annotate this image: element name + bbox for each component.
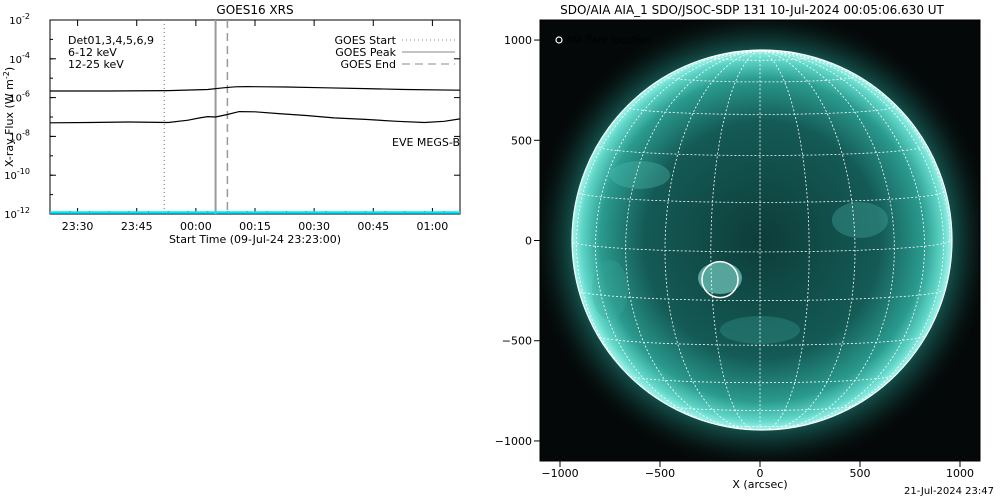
grid-meridian bbox=[759, 50, 925, 430]
legend-goes-peak: GOES Peak bbox=[335, 46, 396, 59]
grid-parallel bbox=[625, 106, 895, 115]
aia-legend-label: AIA flare location bbox=[566, 35, 651, 46]
goes-ytick-label-5: 10-12 bbox=[4, 206, 30, 221]
aia-heliographic-grid bbox=[572, 50, 951, 430]
grid-parallel bbox=[665, 404, 855, 411]
aia-corona bbox=[540, 20, 980, 461]
grid-parallel bbox=[712, 424, 808, 428]
goes-x-axis: 23:30 23:45 00:00 00:15 00:30 00:45 01:00 bbox=[49, 20, 449, 233]
aia-legend-symbol bbox=[555, 36, 563, 44]
aia-ytick-label-1: 500 bbox=[511, 134, 532, 147]
goes-ytick-label-0: 10-2 bbox=[9, 12, 30, 27]
grid-meridian bbox=[759, 50, 951, 241]
grid-parallel bbox=[710, 57, 810, 61]
goes-xtick-label-4: 00:30 bbox=[298, 220, 330, 233]
goes-y-axis-label: X-ray Flux (W m-2) bbox=[2, 67, 16, 167]
goes-series bbox=[49, 85, 461, 214]
aia-ytick-label-0: 1000 bbox=[504, 34, 532, 47]
legend-12-25kev: 12-25 keV bbox=[68, 58, 124, 71]
grid-parallel bbox=[576, 191, 944, 203]
aia-x-axis: −1000 −500 0 500 1000 bbox=[541, 461, 974, 480]
aia-x-axis-label: X (arcsec) bbox=[732, 478, 787, 491]
grid-parallel bbox=[626, 375, 894, 384]
goes-xtick-label-2: 00:00 bbox=[180, 220, 212, 233]
grid-parallel bbox=[595, 335, 925, 346]
grid-meridian bbox=[759, 50, 895, 430]
aia-xtick-label-1: −500 bbox=[645, 467, 675, 480]
legend-goes-start: GOES Start bbox=[335, 34, 397, 47]
grid-meridian bbox=[576, 50, 761, 425]
goes-chart-title: GOES16 XRS bbox=[216, 3, 293, 17]
goes-series-0 bbox=[50, 85, 461, 92]
aia-ytick-label-3: −500 bbox=[502, 335, 532, 348]
goes-xtick-label-6: 01:00 bbox=[417, 220, 449, 233]
grid-meridian bbox=[664, 50, 761, 430]
eve-label: EVE MEGS-B bbox=[392, 136, 460, 149]
grid-parallel bbox=[572, 240, 951, 253]
aia-xtick-label-2: 0 bbox=[757, 467, 764, 480]
grid-meridian bbox=[595, 50, 761, 430]
grid-meridian bbox=[572, 50, 761, 241]
goes-ytick-label-1: 10-4 bbox=[9, 51, 30, 66]
aia-xtick-label-0: −1000 bbox=[541, 467, 578, 480]
goes-xtick-label-0: 23:30 bbox=[62, 220, 94, 233]
aia-chart-title: SDO/AIA AIA_1 SDO/JSOC-SDP 131 10-Jul-20… bbox=[560, 3, 944, 17]
grid-meridian bbox=[759, 50, 944, 425]
aia-sun-disk bbox=[572, 50, 952, 430]
footer-timestamp: 21-Jul-2024 23:47 bbox=[903, 486, 994, 497]
grid-parallel bbox=[595, 145, 925, 156]
aia-plot-frame bbox=[539, 19, 981, 462]
grid-meridian bbox=[759, 50, 810, 430]
aia-image-background bbox=[540, 20, 980, 461]
aia-ytick-label-4: −1000 bbox=[495, 435, 532, 448]
aia-xtick-label-3: 500 bbox=[850, 467, 871, 480]
legend-goes-end: GOES End bbox=[340, 58, 396, 71]
aia-active-regions bbox=[592, 161, 888, 344]
goes-xtick-label-3: 00:15 bbox=[239, 220, 271, 233]
aia-limb-outline bbox=[571, 49, 953, 431]
aia-flare-location-marker bbox=[701, 260, 739, 299]
grid-parallel bbox=[664, 76, 856, 83]
goes-series-1 bbox=[49, 110, 461, 124]
aia-y-axis: 1000 500 0 −500 −1000 bbox=[495, 34, 540, 448]
grid-meridian bbox=[710, 50, 761, 430]
grid-parallel bbox=[576, 289, 944, 302]
goes-x-axis-label: Start Time (09-Jul-24 23:23:00) bbox=[169, 233, 341, 246]
aia-xtick-label-4: 1000 bbox=[946, 467, 974, 480]
goes-xtick-label-5: 00:45 bbox=[357, 220, 389, 233]
legend-6-12kev: 6-12 keV bbox=[68, 46, 117, 59]
legend-det: Det01,3,4,5,6,9 bbox=[68, 34, 154, 47]
grid-meridian bbox=[759, 50, 856, 430]
goes-ytick-label-4: 10-10 bbox=[4, 167, 30, 182]
goes-xtick-label-1: 23:45 bbox=[121, 220, 153, 233]
grid-meridian bbox=[625, 50, 761, 430]
aia-ytick-label-2: 0 bbox=[525, 235, 532, 248]
